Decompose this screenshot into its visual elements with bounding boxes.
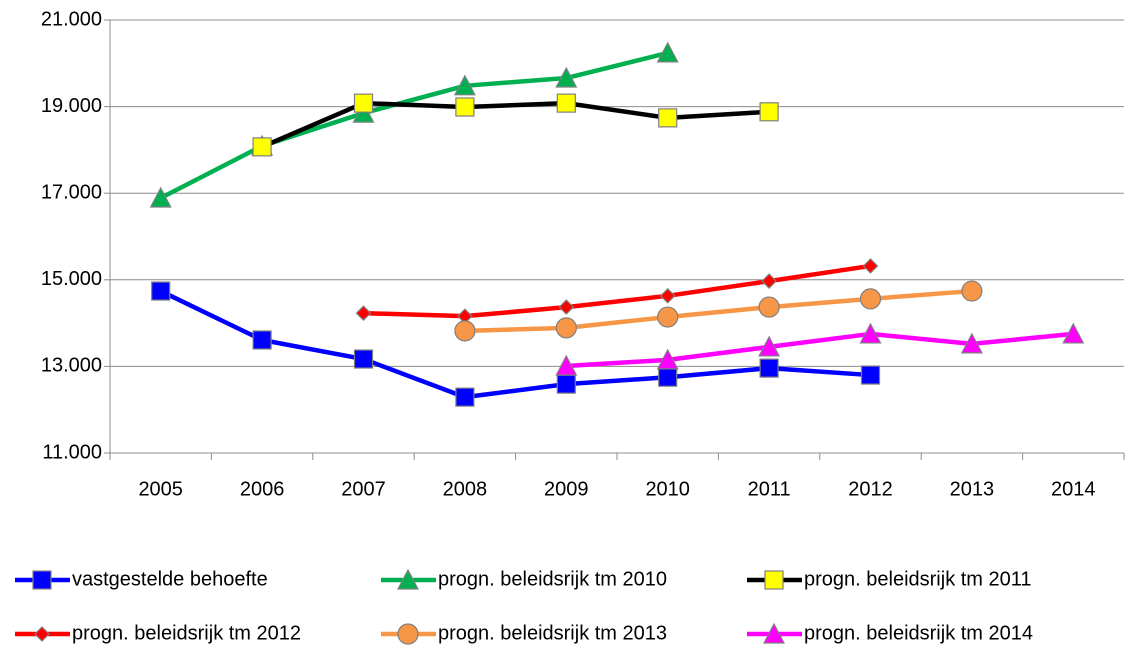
legend-marker [764,570,784,590]
series-line [261,100,770,149]
data-point [758,335,781,357]
x-tick-label: 2008 [443,478,488,500]
y-tick-label: 21.000 [41,8,102,30]
legend-label: progn. beleidsrijk tm 2011 [804,568,1032,590]
x-tick-label: 2012 [848,478,893,500]
data-point [656,41,679,63]
data-point [656,348,679,370]
y-tick-label: 15.000 [41,268,102,290]
data-point [151,281,171,301]
data-point [658,108,678,128]
data-point [555,354,578,376]
data-point [761,273,777,289]
legend-marker [397,568,419,590]
series-line [566,331,1074,369]
data-point [455,387,475,407]
legend-marker [34,626,50,642]
data-point [455,97,475,117]
data-point [657,306,679,328]
data-point [555,66,578,88]
legend-label: progn. beleidsrijk tm 2010 [438,568,667,590]
x-tick-label: 2005 [138,478,183,500]
legend-marker [397,623,419,645]
x-tick-label: 2009 [544,478,589,500]
data-point [556,374,576,394]
x-tick-label: 2010 [645,478,690,500]
data-point [759,358,779,378]
series-line [363,263,871,319]
x-tick-label: 2013 [950,478,995,500]
data-point [353,349,374,369]
x-tick-label: 2014 [1051,478,1096,500]
data-point [252,330,272,350]
legend-label: progn. beleidsrijk tm 2013 [438,622,667,644]
data-point [859,288,882,310]
legend-label: vastgestelde behoefte [72,568,268,590]
legend-label: progn. beleidsrijk tm 2012 [72,622,301,644]
data-point [555,317,577,339]
data-point [860,365,881,385]
y-tick-label: 19.000 [41,95,102,117]
series-line [464,288,973,334]
x-tick-label: 2011 [748,478,791,500]
data-point [759,102,779,122]
y-tick-label: 17.000 [41,181,102,203]
series-line [159,50,669,200]
data-point [960,332,983,354]
data-point [961,280,983,302]
data-point [454,320,476,342]
y-tick-label: 13.000 [41,355,102,377]
series-line [159,289,871,400]
legend-marker [763,622,785,644]
data-point [859,322,882,344]
data-point [355,305,372,321]
data-point [558,299,575,315]
data-point [149,186,172,208]
data-point [1062,322,1085,344]
legend-marker [32,570,52,590]
x-tick-label: 2006 [240,478,285,500]
legend-label: progn. beleidsrijk tm 2014 [804,622,1033,644]
y-tick-label: 11.000 [42,441,102,463]
data-point [758,296,780,318]
x-tick-label: 2007 [341,478,386,500]
data-point [862,258,879,274]
data-point [556,93,576,113]
data-point [658,367,678,387]
data-point [453,74,476,96]
data-point [659,287,676,304]
data-point [252,137,272,157]
data-point [353,93,374,113]
